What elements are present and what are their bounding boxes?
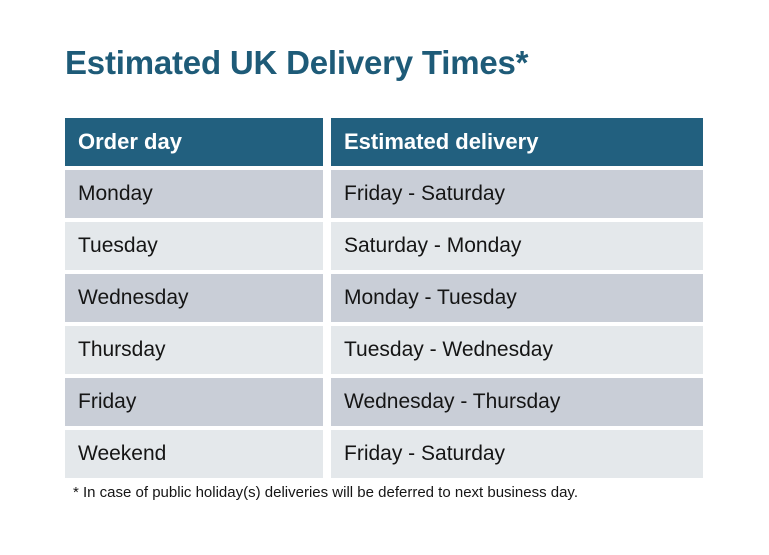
cell-order-day: Monday xyxy=(65,170,323,218)
cell-estimated-delivery: Wednesday - Thursday xyxy=(331,378,703,426)
cell-estimated-delivery: Friday - Saturday xyxy=(331,170,703,218)
table-row: Weekend Friday - Saturday xyxy=(65,430,703,478)
cell-order-day: Friday xyxy=(65,378,323,426)
cell-estimated-delivery: Monday - Tuesday xyxy=(331,274,703,322)
cell-order-day: Wednesday xyxy=(65,274,323,322)
page-title: Estimated UK Delivery Times* xyxy=(65,44,529,81)
cell-order-day: Tuesday xyxy=(65,222,323,270)
table-row: Tuesday Saturday - Monday xyxy=(65,222,703,270)
column-header-estimated-delivery: Estimated delivery xyxy=(331,118,703,166)
table-row: Thursday Tuesday - Wednesday xyxy=(65,326,703,374)
column-header-order-day: Order day xyxy=(65,118,323,166)
delivery-times-table: Order day Estimated delivery Monday Frid… xyxy=(65,118,703,478)
table-header-row: Order day Estimated delivery xyxy=(65,118,703,166)
table-row: Friday Wednesday - Thursday xyxy=(65,378,703,426)
footnote-text: * In case of public holiday(s) deliverie… xyxy=(73,484,578,501)
table-row: Wednesday Monday - Tuesday xyxy=(65,274,703,322)
cell-estimated-delivery: Friday - Saturday xyxy=(331,430,703,478)
cell-order-day: Weekend xyxy=(65,430,323,478)
cell-order-day: Thursday xyxy=(65,326,323,374)
cell-estimated-delivery: Tuesday - Wednesday xyxy=(331,326,703,374)
table-row: Monday Friday - Saturday xyxy=(65,170,703,218)
cell-estimated-delivery: Saturday - Monday xyxy=(331,222,703,270)
